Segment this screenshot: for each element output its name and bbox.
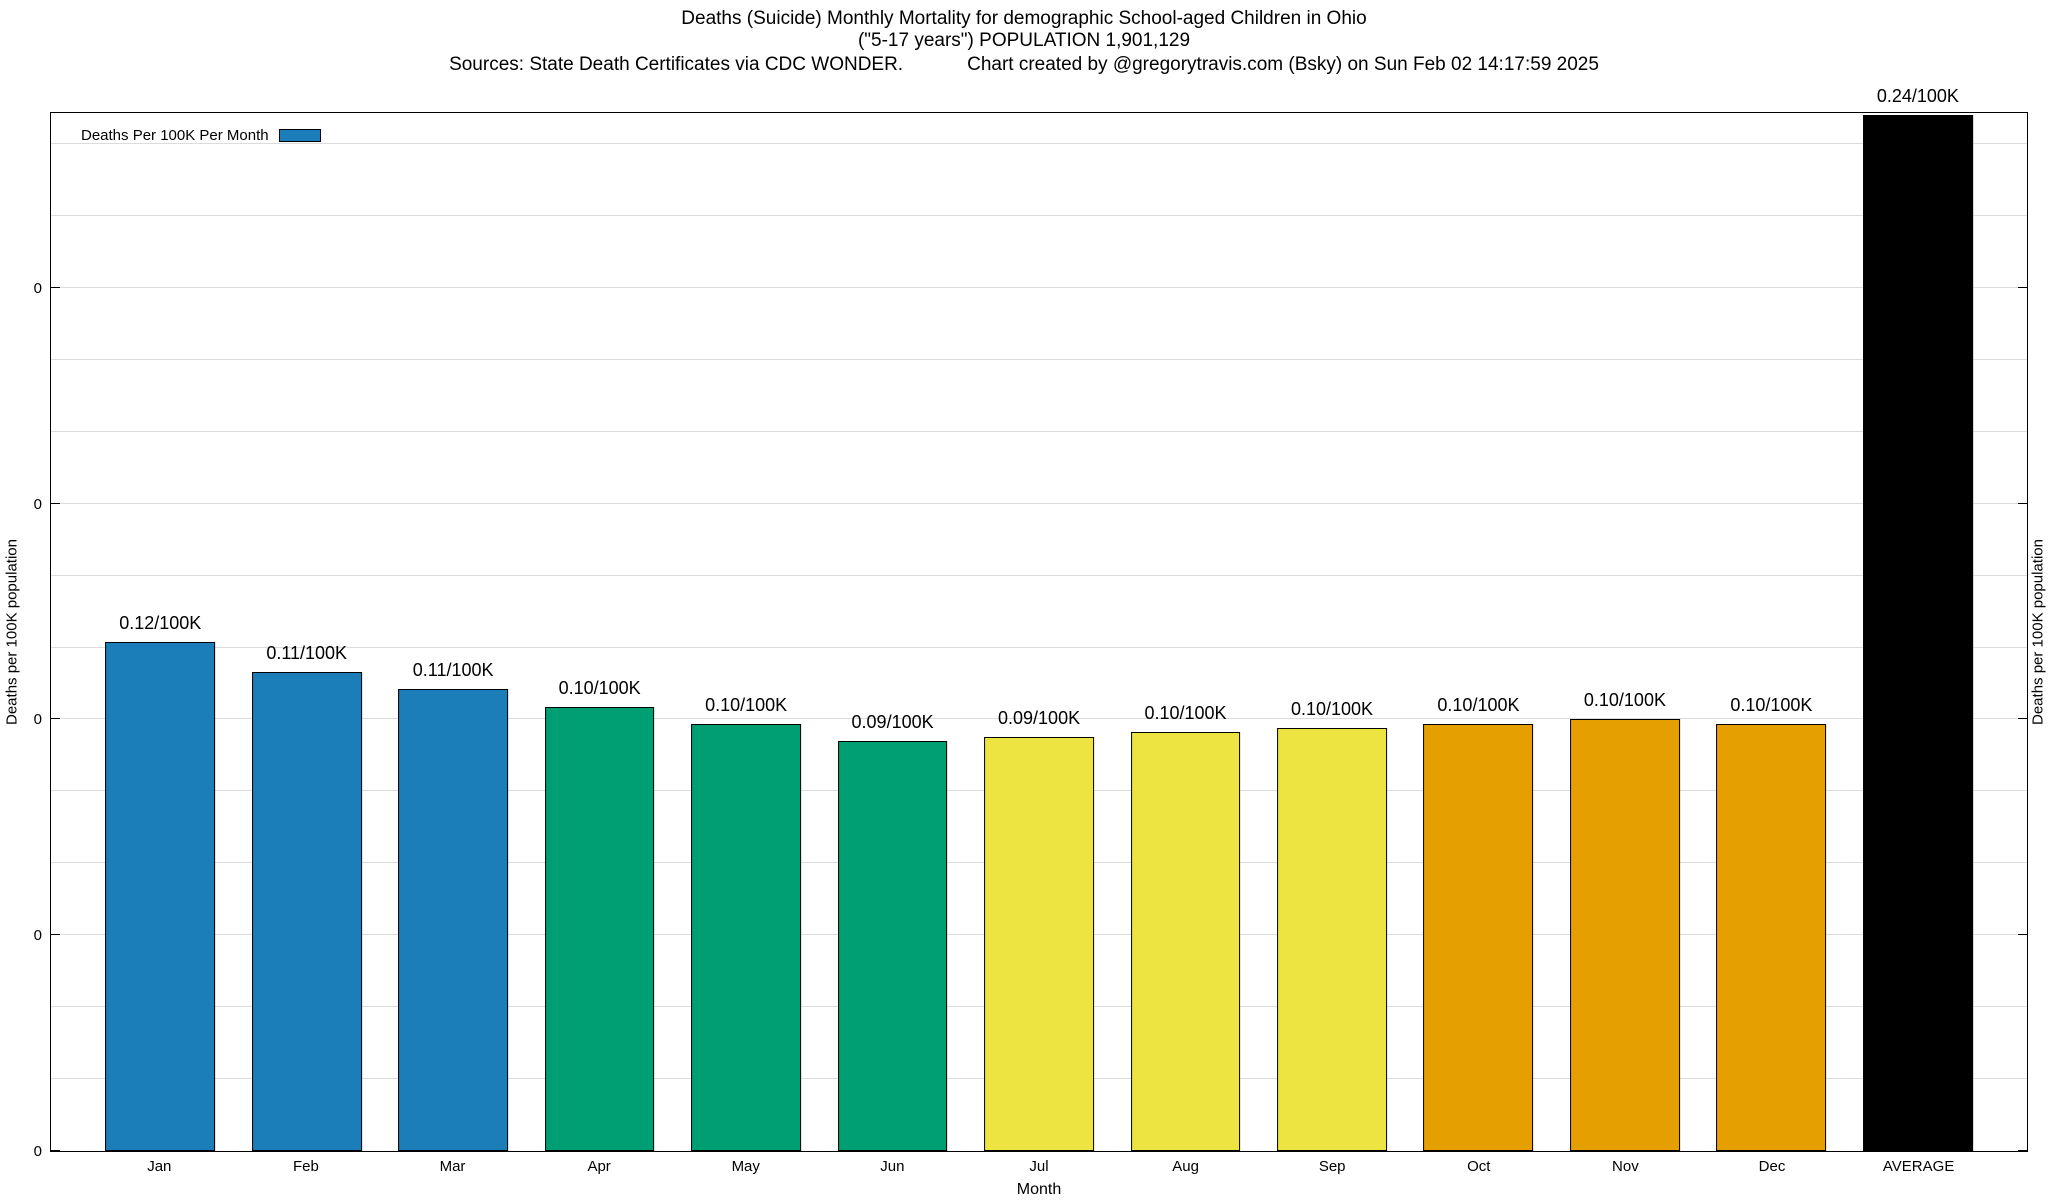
bar-column-dec: 0.10/100K [1698, 113, 1844, 1151]
bar-feb [251, 672, 362, 1151]
y-tick-mark [51, 286, 60, 288]
bar-apr [544, 706, 655, 1151]
x-tick-label-aug: Aug [1172, 1158, 1199, 1175]
bar-may [691, 723, 802, 1151]
y-tick-label: 0 [33, 1143, 42, 1160]
legend-swatch [278, 129, 321, 142]
x-tick-label-mar: Mar [439, 1158, 466, 1175]
bar-value-label-aug: 0.10/100K [1144, 703, 1227, 724]
bar-column-apr: 0.10/100K [526, 113, 672, 1151]
x-tick-label-feb: Feb [292, 1158, 319, 1175]
gridline [51, 143, 2027, 145]
x-axis-label: Month [1016, 1181, 1062, 1198]
bar-value-label-sep: 0.10/100K [1290, 699, 1374, 720]
plot-area: 0.12/100K 0.11/100K 0.11/100K 0.10/100K 0.10… [50, 86, 2028, 1152]
chart-sources: Sources: State Death Certificates via CD… [449, 54, 904, 75]
legend: Deaths Per 100K Per Month [81, 127, 321, 144]
gridline [51, 286, 2027, 288]
bar-column-nov: 0.10/100K [1552, 113, 1698, 1151]
gridline [51, 215, 2027, 217]
x-tick-label-jul: Jul [1029, 1158, 1049, 1175]
bar-value-label-jul: 0.09/100K [998, 707, 1081, 728]
x-tick-label-jun: Jun [880, 1158, 905, 1175]
title-block: Deaths (Suicide) Monthly Mortality for d… [0, 8, 2048, 76]
gridline [51, 502, 2027, 504]
y-axis-label-left: Deaths per 100K population [3, 539, 21, 725]
gridline [51, 358, 2027, 360]
y-tick-mark [2018, 1150, 2027, 1151]
y-tick-mark [51, 718, 60, 720]
bar-value-label-jun: 0.09/100K [851, 712, 934, 733]
bar-value-label-mar: 0.11/100K [412, 660, 494, 681]
bar-value-label-nov: 0.10/100K [1583, 690, 1666, 711]
chart-credit: Chart created by @gregorytravis.com (Bsk… [967, 54, 1599, 75]
x-tick-label-sep: Sep [1318, 1158, 1346, 1175]
bar-column-aug: 0.10/100K [1112, 113, 1258, 1151]
bar-column-jan: 0.12/100K [87, 113, 233, 1151]
gridline [51, 718, 2027, 720]
bar-value-label-average: 0.24/100K [1876, 86, 1959, 107]
bar-value-label-may: 0.10/100K [705, 694, 788, 715]
y-tick-mark [2018, 502, 2027, 504]
bar-jul [984, 736, 1094, 1151]
bar-nov [1570, 719, 1680, 1151]
bar-column-average: 0.24/100K [1845, 86, 1991, 1151]
bar-column-mar: 0.11/100K [380, 113, 526, 1151]
y-axis-label-right: Deaths per 100K population [2029, 539, 2047, 725]
x-tick-label-nov: Nov [1612, 1158, 1639, 1175]
y-tick-mark [2018, 934, 2027, 936]
bar-aug [1130, 732, 1241, 1151]
chart-title-line1: Deaths (Suicide) Monthly Mortality for d… [681, 8, 1367, 29]
bar-column-feb: 0.11/100K [233, 113, 379, 1151]
x-tick-label-jan: Jan [147, 1158, 172, 1175]
x-tick-label-oct: Oct [1467, 1158, 1491, 1175]
bar-average [1862, 115, 1973, 1151]
bar-oct [1423, 723, 1534, 1151]
bar-jun [837, 741, 948, 1151]
y-tick-mark [51, 502, 60, 504]
bar-value-label-oct: 0.10/100K [1437, 694, 1520, 715]
x-tick-label-apr: Apr [587, 1158, 611, 1175]
gridline [51, 430, 2027, 432]
x-tick-label-dec: Dec [1758, 1158, 1786, 1175]
bar-value-label-feb: 0.11/100K [266, 643, 348, 663]
chart-title-line2: ("5-17 years") POPULATION 1,901,129 [857, 30, 1191, 51]
x-tick-labels-row: Jan Feb Mar Apr May Jun Jul Aug Sep Oct Nov Dec AVER… [50, 1158, 2028, 1175]
x-tick-label-may: May [731, 1158, 760, 1175]
bar-dec [1716, 723, 1827, 1151]
bar-value-label-dec: 0.10/100K [1730, 694, 1813, 715]
gridline [51, 646, 2027, 648]
y-tick-mark [2018, 718, 2027, 720]
y-tick-label: 0 [33, 495, 42, 513]
bar-jan [105, 641, 216, 1151]
y-tick-mark [51, 1150, 60, 1151]
bar-mar [398, 689, 509, 1151]
bar-column-jun: 0.09/100K [819, 113, 965, 1151]
bar-column-may: 0.10/100K [673, 113, 819, 1151]
bar-value-label-jan: 0.12/100K [119, 612, 202, 633]
bars-layer: 0.12/100K 0.11/100K 0.11/100K 0.10/100K 0.10… [51, 86, 2027, 1151]
y-tick-mark [51, 934, 60, 936]
bar-column-sep: 0.10/100K [1259, 113, 1405, 1151]
legend-label: Deaths Per 100K Per Month [81, 127, 269, 144]
title-row3: Sources: State Death Certificates via CD… [0, 54, 2048, 76]
y-tick-label: 0 [33, 927, 42, 945]
bar-column-jul: 0.09/100K [966, 113, 1112, 1151]
bar-column-oct: 0.10/100K [1405, 113, 1551, 1151]
x-tick-label-average: AVERAGE [1882, 1158, 1955, 1175]
y-tick-mark [2018, 286, 2027, 288]
gridline [51, 574, 2027, 576]
bar-value-label-apr: 0.10/100K [558, 677, 641, 698]
bar-sep [1277, 728, 1387, 1151]
y-tick-label: 0 [33, 279, 42, 297]
